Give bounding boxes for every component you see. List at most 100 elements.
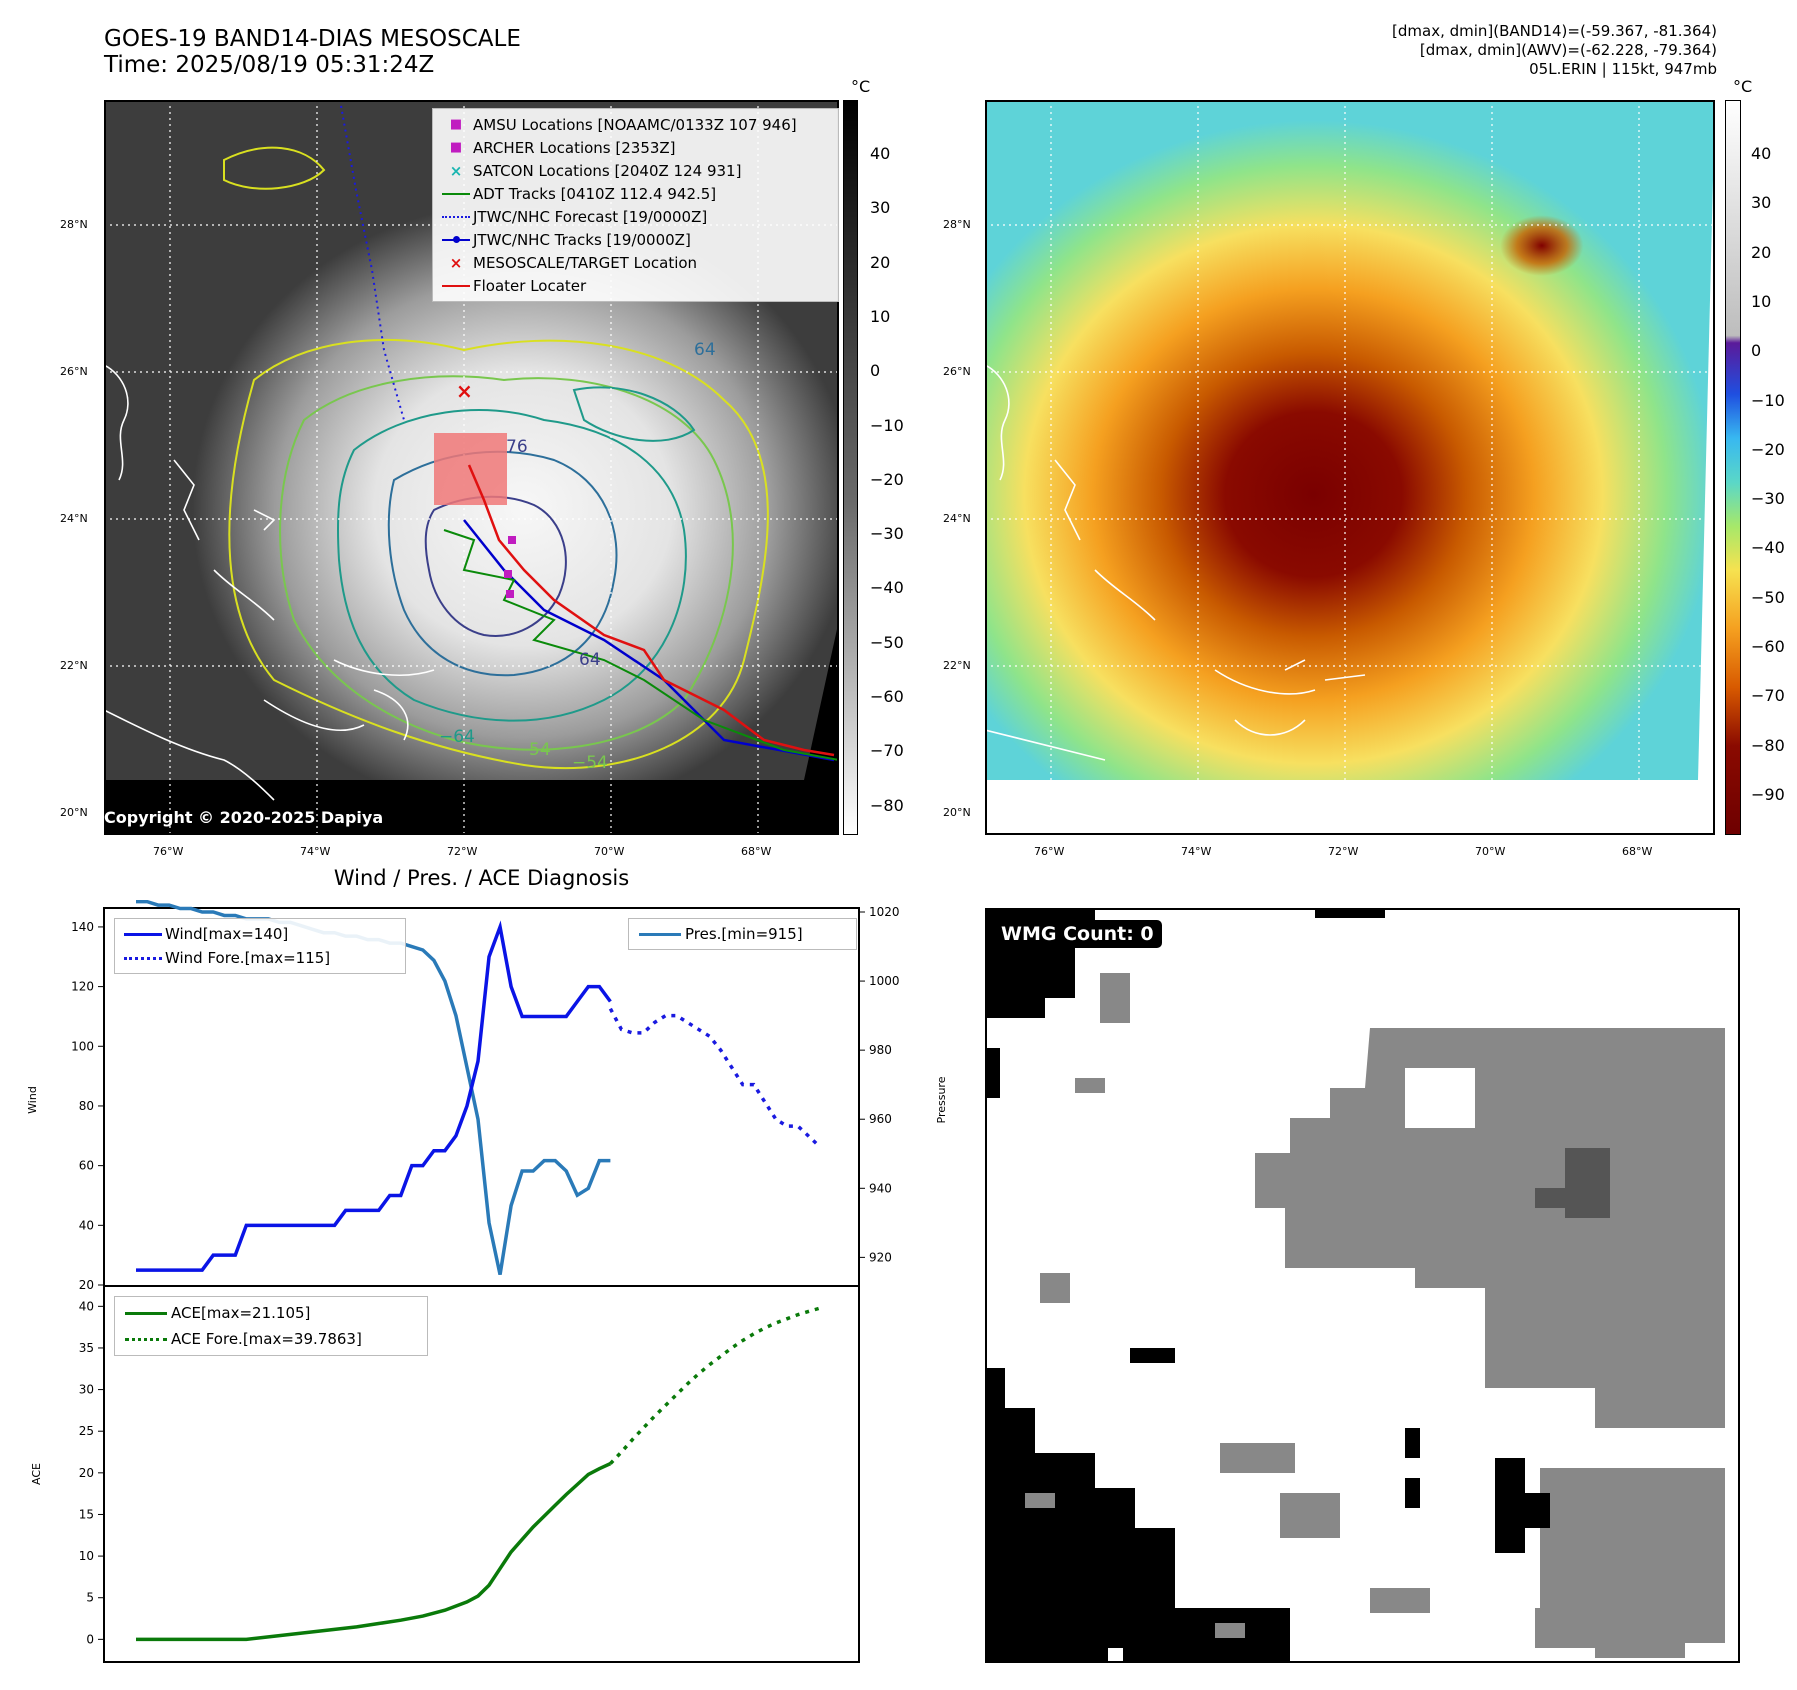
dotted-line-icon <box>121 1337 171 1341</box>
colorbar-enhanced <box>1725 100 1741 835</box>
wind-line <box>136 920 612 1272</box>
left-map-frame <box>104 100 839 835</box>
lon-label: 70°W <box>1475 845 1506 858</box>
colorbar-tick: −30 <box>1751 489 1785 509</box>
y-tick-label-right: 980 <box>869 1043 892 1057</box>
wmg-frame <box>985 908 1740 1663</box>
svg-text:−54: −54 <box>572 753 608 773</box>
ir-map-right <box>985 100 1715 835</box>
wmg-region-black <box>1130 1348 1175 1363</box>
colorbar-tick: 20 <box>870 252 891 272</box>
y-tick-label-right: 920 <box>869 1250 892 1264</box>
square-icon: ■ <box>449 140 463 155</box>
line-icon <box>439 192 473 195</box>
lon-label: 72°W <box>447 845 478 858</box>
wmg-region-black <box>985 1368 1290 1663</box>
svg-text:64: 64 <box>579 650 601 670</box>
lat-label: 22°N <box>943 659 971 672</box>
colorbar-tick: −50 <box>1751 587 1785 607</box>
wmg-region-dark <box>1565 1148 1610 1218</box>
page-title: GOES-19 BAND14-DIAS MESOSCALE Time: 2025… <box>104 26 521 78</box>
title-line-satellite: GOES-19 BAND14-DIAS MESOSCALE <box>104 26 521 52</box>
legend-item-archer: ■ ARCHER Locations [2353Z] <box>439 136 832 159</box>
lat-label: 26°N <box>60 365 88 378</box>
y-tick-label: 35 <box>79 1341 94 1355</box>
colorbar-unit: °C <box>851 77 871 96</box>
series-lines <box>136 1306 821 1642</box>
legend-item-ace-forecast: ACE Fore.[max=39.7863] <box>121 1326 421 1352</box>
lon-label: 76°W <box>153 845 184 858</box>
wmg-region-black <box>985 1048 1000 1098</box>
floater-track <box>467 464 835 757</box>
contour-labels: 76 64 −64 54 −54 64 <box>439 340 716 773</box>
y-tick-label: 30 <box>79 1383 94 1397</box>
legend-item-satcon: × SATCON Locations [2040Z 124 931] <box>439 159 832 182</box>
stats-storm: 05L.ERIN | 115kt, 947mb <box>1529 60 1717 78</box>
dotted-line-icon <box>121 956 165 960</box>
colorbar-ticks: 40 30 20 10 0 −10 −20 −30 −40 −50 −60 −70 −80 <box>866 100 926 835</box>
y-tick-label: 80 <box>79 1099 94 1113</box>
wmg-region-black <box>1405 1478 1420 1508</box>
wmg-region-black <box>1495 1458 1550 1553</box>
svg-text:64: 64 <box>694 340 716 360</box>
wmg-clear-hole <box>1405 1068 1475 1128</box>
colorbar-tick: −30 <box>870 524 904 544</box>
legend-item-mesoscale: × MESOSCALE/TARGET Location <box>439 251 832 274</box>
y-tick-label: 20 <box>79 1278 94 1290</box>
y-tick-label-right: 1020 <box>869 905 900 919</box>
stats-band14: [dmax, dmin](BAND14)=(-59.367, -81.364) <box>1392 22 1717 40</box>
svg-text:76: 76 <box>506 437 528 457</box>
colorbar-unit: °C <box>1733 77 1753 96</box>
wmg-region-gray <box>1100 973 1130 1023</box>
line-icon <box>121 1311 171 1315</box>
lat-label: 28°N <box>60 218 88 231</box>
ace-forecast-line <box>609 1306 821 1465</box>
colorbar-ticks: 40 30 20 10 0 −10 −20 −30 −40 −50 −60 −70 −80 −90 <box>1747 100 1797 835</box>
map-legend: ■ AMSU Locations [NOAAMC/0133Z 107 946] … <box>432 108 839 302</box>
wmg-region-black <box>1405 1428 1420 1458</box>
wmg-region-gray <box>1075 1078 1105 1093</box>
colorbar-tick: 10 <box>870 306 891 326</box>
pressure-axis-label: Pressure <box>935 1076 948 1123</box>
colorbar-tick: 30 <box>870 198 891 218</box>
ace-axis-label: ACE <box>30 1463 43 1485</box>
legend-item-adt: ADT Tracks [0410Z 112.4 942.5] <box>439 182 832 205</box>
lon-label: 74°W <box>300 845 331 858</box>
y-tick-label: 10 <box>79 1549 94 1563</box>
svg-text:54: 54 <box>529 740 551 760</box>
y-tick-label-right: 1000 <box>869 974 900 988</box>
y-tick-label-right: 960 <box>869 1112 892 1126</box>
coastlines <box>985 364 1366 761</box>
y-tick-label: 40 <box>79 1218 94 1232</box>
map-gridlines <box>985 100 1715 835</box>
colorbar-grayscale <box>843 100 858 835</box>
y-tick-label-right: 940 <box>869 1181 892 1195</box>
legend-item-wind: Wind[max=140] <box>121 922 399 946</box>
colorbar-tick: −40 <box>1751 538 1785 558</box>
wmg-region-black <box>1315 908 1385 918</box>
wmg-region-gray <box>1535 1468 1725 1658</box>
colorbar-tick: 10 <box>1751 291 1772 311</box>
wmg-region-gray <box>1255 1028 1725 1428</box>
line-icon <box>635 932 685 936</box>
colorbar-tick: −40 <box>870 578 904 598</box>
diagnostic-stats: [dmax, dmin](BAND14)=(-59.367, -81.364) … <box>1392 22 1717 79</box>
lon-label: 76°W <box>1034 845 1065 858</box>
archer-markers <box>504 536 516 598</box>
wmg-clear-hole <box>1108 1648 1123 1663</box>
lon-label: 68°W <box>741 845 772 858</box>
colorbar-tick: −90 <box>1751 784 1785 804</box>
y-tick-label: 20 <box>79 1466 94 1480</box>
adt-track <box>443 529 839 761</box>
wmg-region-gray <box>1215 1623 1245 1638</box>
colorbar-tick: −50 <box>870 632 904 652</box>
y-tick-label: 40 <box>79 1299 94 1313</box>
wmg-region-gray <box>1370 1588 1430 1613</box>
stats-awv: [dmax, dmin](AWV)=(-62.228, -79.364) <box>1419 41 1717 59</box>
legend-item-ace: ACE[max=21.105] <box>121 1300 421 1326</box>
colorbar-tick: 40 <box>1751 144 1772 163</box>
lon-label: 72°W <box>1328 845 1359 858</box>
legend-item-amsu: ■ AMSU Locations [NOAAMC/0133Z 107 946] <box>439 113 832 136</box>
legend-item-floater: Floater Locater <box>439 274 832 297</box>
coastlines <box>104 364 435 801</box>
